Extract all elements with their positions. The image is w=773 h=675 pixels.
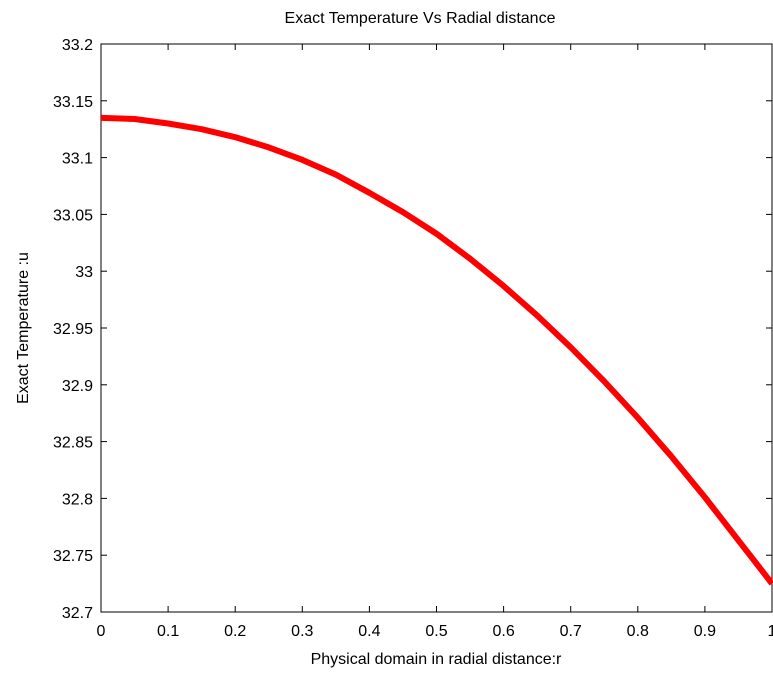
x-tick-label: 0.5	[425, 623, 447, 640]
y-tick-label: 32.9	[62, 378, 93, 395]
x-tick-label: 0.9	[694, 623, 716, 640]
y-tick-label: 33.05	[53, 207, 93, 224]
x-tick-label: 0.7	[560, 623, 582, 640]
x-axis-title: Physical domain in radial distance:r	[311, 651, 562, 668]
y-tick-label: 32.8	[62, 491, 93, 508]
x-tick-label: 0.8	[627, 623, 649, 640]
x-tick-label: 0.4	[358, 623, 380, 640]
y-tick-label: 33	[75, 264, 93, 281]
x-tick-label: 0.2	[224, 623, 246, 640]
y-tick-label: 32.85	[53, 435, 93, 452]
plot-frame	[100, 43, 773, 613]
y-tick-label: 32.95	[53, 321, 93, 338]
x-tick-label: 0	[97, 623, 106, 640]
y-tick-label: 32.7	[62, 605, 93, 622]
series-layer	[100, 114, 773, 586]
y-tick-label: 32.75	[53, 548, 93, 565]
y-axis-ticks: 32.7 32.75 32.8 32.85 32.9 32.95 33 33.05 33.1 33…	[53, 37, 772, 622]
x-tick-label: 0.3	[291, 623, 313, 640]
chart-title: Exact Temperature Vs Radial distance	[285, 10, 556, 27]
y-tick-label: 33.2	[62, 37, 93, 54]
y-tick-label: 33.1	[62, 151, 93, 168]
series-line	[100, 114, 773, 586]
y-tick-label: 33.15	[53, 94, 93, 111]
y-axis-title: Exact Temperature :u	[15, 252, 32, 404]
x-tick-label: 1	[768, 623, 773, 640]
x-tick-label: 0.1	[157, 623, 179, 640]
x-axis-ticks: 0 0.1 0.2 0.3 0.4 0.5 0.6 0.7 0.8 0.9 1	[97, 44, 773, 640]
x-tick-label: 0.6	[492, 623, 514, 640]
